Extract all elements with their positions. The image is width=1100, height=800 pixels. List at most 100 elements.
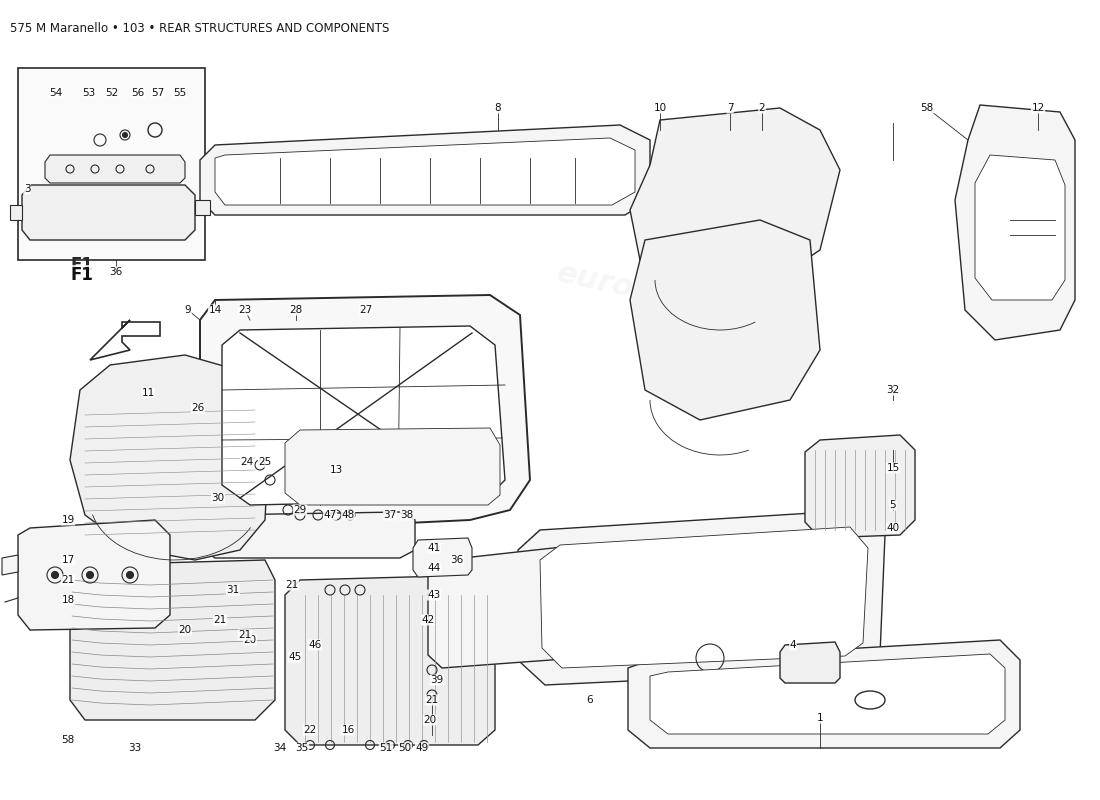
Text: 19: 19 [62, 515, 75, 525]
Polygon shape [630, 108, 840, 290]
Text: 47: 47 [323, 510, 337, 520]
Text: 24: 24 [241, 457, 254, 467]
Polygon shape [70, 355, 270, 560]
Polygon shape [780, 642, 840, 683]
Text: 20: 20 [178, 625, 191, 635]
Text: 14: 14 [208, 305, 221, 315]
Polygon shape [285, 428, 500, 505]
Text: 13: 13 [329, 465, 342, 475]
Text: 58: 58 [62, 735, 75, 745]
Polygon shape [428, 545, 598, 668]
Text: 575 M Maranello • 103 • REAR STRUCTURES AND COMPONENTS: 575 M Maranello • 103 • REAR STRUCTURES … [10, 22, 389, 35]
Text: 22: 22 [304, 725, 317, 735]
Text: 39: 39 [430, 675, 443, 685]
Text: 6: 6 [586, 695, 593, 705]
Text: 26: 26 [191, 403, 205, 413]
Polygon shape [650, 654, 1005, 734]
Polygon shape [412, 538, 472, 577]
Polygon shape [22, 185, 195, 240]
Polygon shape [2, 555, 18, 575]
Polygon shape [285, 575, 495, 745]
Polygon shape [518, 510, 886, 685]
Text: 27: 27 [360, 305, 373, 315]
Polygon shape [200, 125, 650, 215]
Text: 42: 42 [421, 615, 434, 625]
Polygon shape [18, 68, 205, 260]
Polygon shape [540, 527, 868, 668]
Text: F1: F1 [70, 266, 94, 284]
Polygon shape [195, 200, 210, 215]
Text: 28: 28 [289, 305, 302, 315]
Text: 58: 58 [921, 103, 934, 113]
Text: 55: 55 [174, 88, 187, 98]
Text: 12: 12 [1032, 103, 1045, 113]
Text: 10: 10 [653, 103, 667, 113]
Text: 38: 38 [400, 510, 414, 520]
Text: 53: 53 [82, 88, 96, 98]
Polygon shape [200, 295, 530, 530]
Text: F1: F1 [70, 256, 94, 274]
Text: 52: 52 [106, 88, 119, 98]
Text: 3: 3 [24, 184, 31, 194]
Polygon shape [70, 560, 275, 720]
Text: 20: 20 [243, 635, 256, 645]
Text: 21: 21 [426, 695, 439, 705]
Text: 36: 36 [109, 267, 122, 277]
Text: 49: 49 [416, 743, 429, 753]
Text: 21: 21 [213, 615, 227, 625]
Polygon shape [214, 138, 635, 205]
Text: 51: 51 [379, 743, 393, 753]
Text: 40: 40 [887, 523, 900, 533]
Text: 9: 9 [185, 305, 191, 315]
Text: 37: 37 [384, 510, 397, 520]
Text: 11: 11 [142, 388, 155, 398]
Polygon shape [45, 155, 185, 183]
Text: 4: 4 [790, 640, 796, 650]
Text: 32: 32 [887, 385, 900, 395]
Text: 1: 1 [816, 713, 823, 723]
Polygon shape [222, 326, 505, 505]
Polygon shape [628, 640, 1020, 748]
Polygon shape [955, 105, 1075, 340]
Text: 8: 8 [495, 103, 502, 113]
Polygon shape [18, 520, 170, 630]
Text: 48: 48 [341, 510, 354, 520]
Text: 18: 18 [62, 595, 75, 605]
Text: 5: 5 [890, 500, 896, 510]
Polygon shape [630, 220, 820, 420]
Text: 34: 34 [274, 743, 287, 753]
Text: 44: 44 [428, 563, 441, 573]
Text: 7: 7 [727, 103, 734, 113]
Text: 31: 31 [227, 585, 240, 595]
Polygon shape [975, 155, 1065, 300]
Circle shape [52, 571, 58, 578]
Text: 21: 21 [239, 630, 252, 640]
Text: 25: 25 [258, 457, 272, 467]
Text: 43: 43 [428, 590, 441, 600]
Text: 17: 17 [62, 555, 75, 565]
Polygon shape [90, 320, 160, 360]
Polygon shape [10, 205, 22, 220]
Text: 29: 29 [294, 505, 307, 515]
Polygon shape [200, 512, 415, 558]
Text: 30: 30 [211, 493, 224, 503]
Circle shape [122, 133, 128, 138]
Circle shape [126, 571, 133, 578]
Text: 36: 36 [450, 555, 463, 565]
Text: 33: 33 [129, 743, 142, 753]
Text: 57: 57 [152, 88, 165, 98]
Text: 41: 41 [428, 543, 441, 553]
Text: 2: 2 [759, 103, 766, 113]
Circle shape [87, 571, 94, 578]
Text: 56: 56 [131, 88, 144, 98]
Text: 35: 35 [296, 743, 309, 753]
Text: 15: 15 [887, 463, 900, 473]
Text: 45: 45 [288, 652, 301, 662]
Text: 50: 50 [398, 743, 411, 753]
Text: 16: 16 [341, 725, 354, 735]
Text: 20: 20 [424, 715, 437, 725]
Text: eurosport: eurosport [224, 358, 396, 422]
Text: 46: 46 [308, 640, 321, 650]
Text: 54: 54 [50, 88, 63, 98]
Text: eurosport: eurosport [645, 588, 816, 652]
